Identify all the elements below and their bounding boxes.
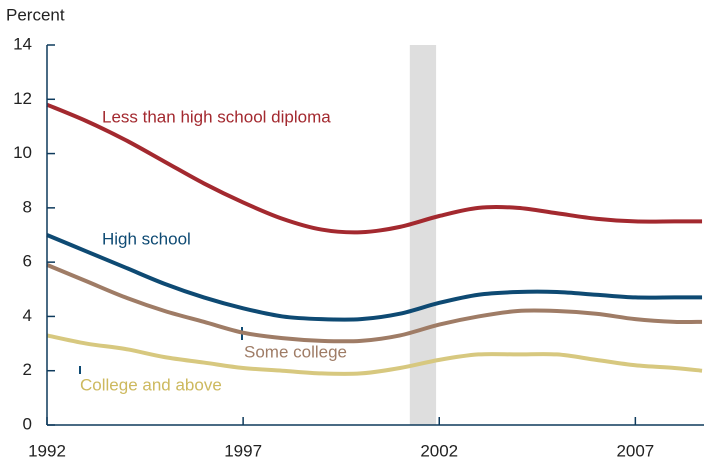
y-tick-label: 10 [13,143,32,162]
label-leaders [79,327,243,374]
y-tick-label: 6 [23,252,32,271]
y-tick-label: 0 [23,414,32,433]
series-line [46,233,703,322]
x-tick-label: 2002 [420,441,458,460]
y-tick-label: 4 [23,306,32,325]
y-tick-label: 14 [13,34,32,53]
y-axis-label: Percent [6,5,65,24]
series-label: Some college [244,342,347,361]
x-tick-label: 1992 [28,441,66,460]
series-label: High school [102,229,191,248]
recession-band [409,45,437,425]
y-tick-label: 8 [23,197,32,216]
y-tick-label: 2 [23,360,32,379]
series-line [46,102,703,235]
series-label: College and above [80,375,222,394]
series-line [46,333,703,376]
x-tick-label: 1997 [224,441,262,460]
series-line [46,263,703,344]
x-tick-label: 2007 [616,441,654,460]
y-tick-label: 12 [13,89,32,108]
series-label: Less than high school diploma [102,107,331,126]
